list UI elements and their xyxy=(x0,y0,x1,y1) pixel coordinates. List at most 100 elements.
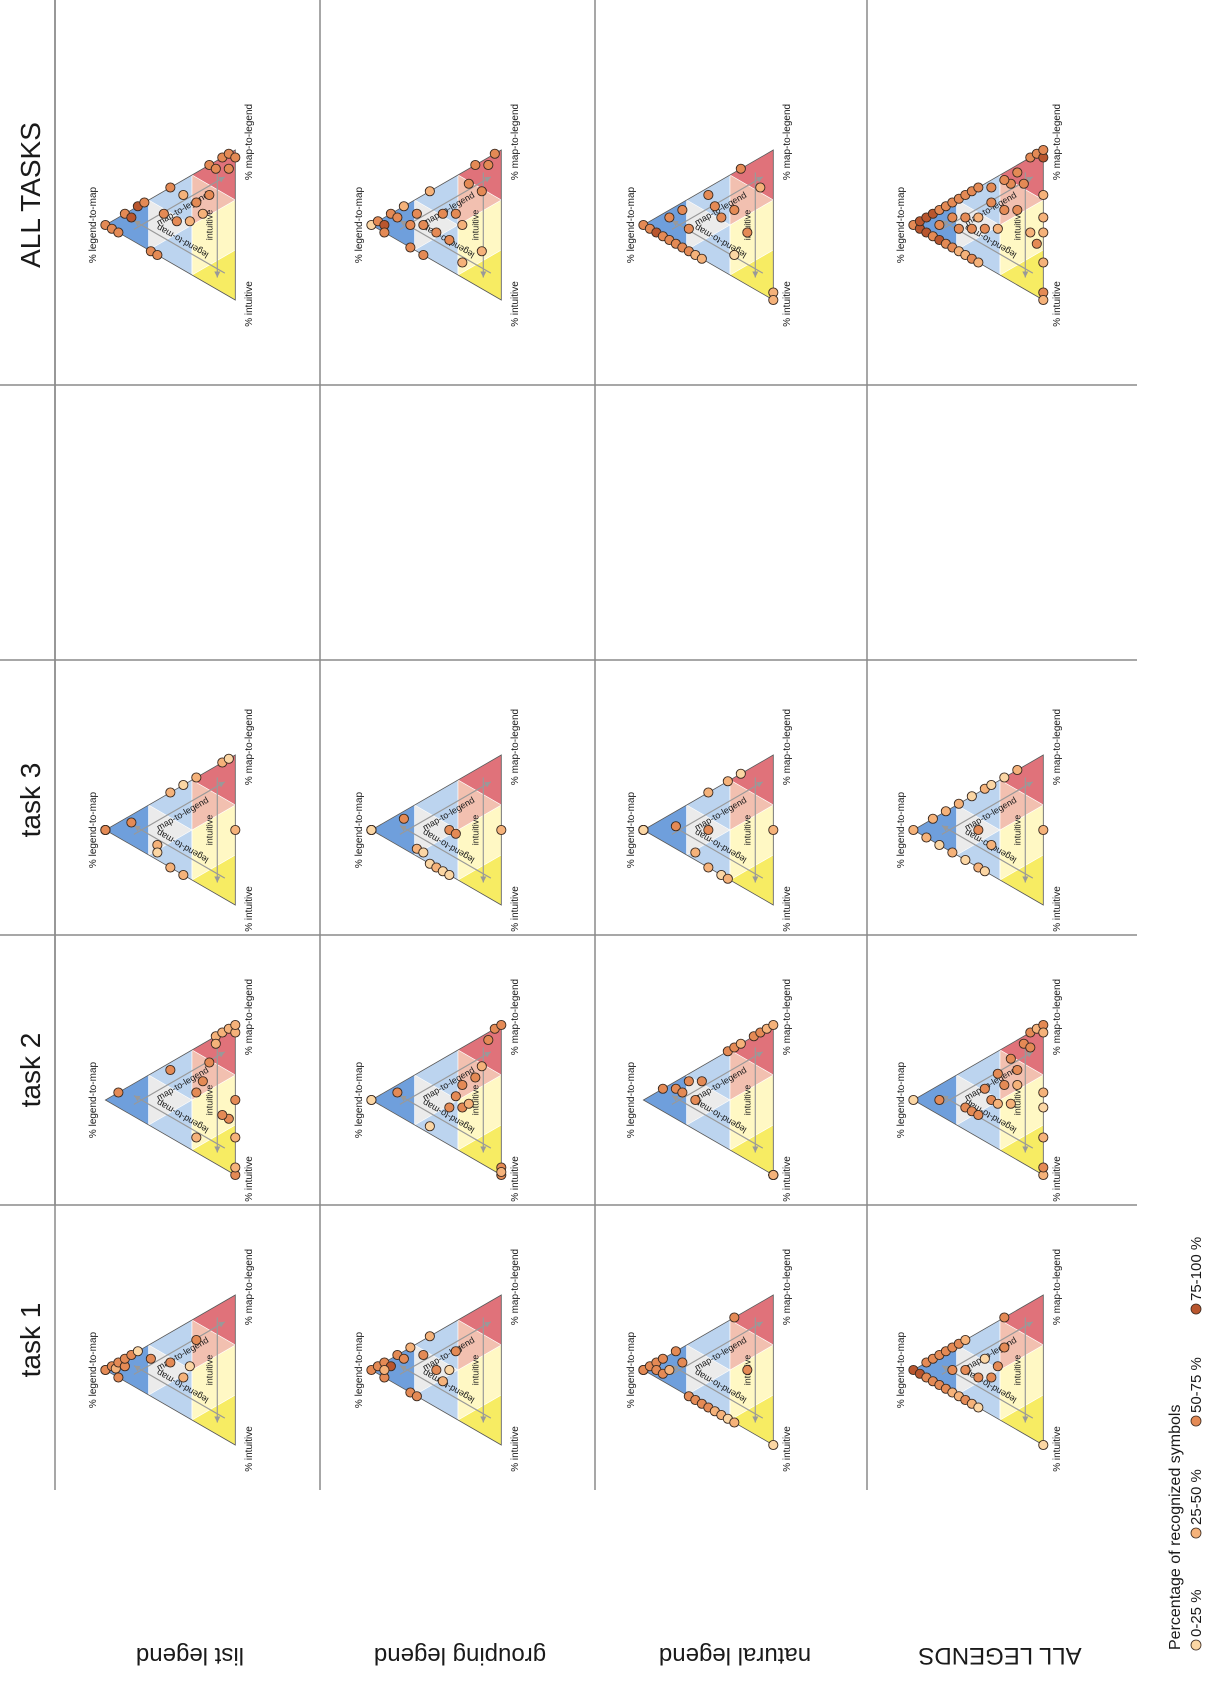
arrow-ltm-head xyxy=(399,1095,407,1102)
data-point-11 xyxy=(1005,1053,1016,1064)
data-point-22 xyxy=(986,1372,997,1383)
data-point-17 xyxy=(768,1169,779,1181)
data-point-11 xyxy=(230,1094,241,1106)
arrow-ltm-head xyxy=(941,1365,949,1372)
arrow-mtl-head xyxy=(218,176,225,183)
arrow-mtl-line xyxy=(941,1051,1034,1105)
legend-swatch-1 xyxy=(1190,1527,1202,1539)
side-label-int: intuitive xyxy=(743,1085,753,1116)
vertex-label-ltm: % legend-to-map xyxy=(626,791,637,868)
data-point-6 xyxy=(979,866,990,877)
data-point-16 xyxy=(768,824,779,836)
data-point-19 xyxy=(470,159,481,171)
arrow-int-head xyxy=(480,1416,487,1423)
data-point-4 xyxy=(973,1109,984,1121)
data-point-10 xyxy=(677,1357,688,1368)
data-point-20 xyxy=(1038,1087,1049,1098)
data-point-19 xyxy=(1038,1027,1049,1038)
vertex-label-ltm: % legend-to-map xyxy=(896,186,907,263)
arrow-ltm-head xyxy=(399,825,407,832)
region-mtl-mid xyxy=(191,1319,236,1371)
vertex-label-ltm: % legend-to-map xyxy=(896,791,907,868)
arrow-ltm-head xyxy=(941,1095,949,1102)
data-point-8 xyxy=(463,1098,474,1109)
arrow-ltm-line xyxy=(941,825,1034,879)
data-point-5 xyxy=(392,212,403,223)
data-point-41 xyxy=(1038,189,1049,201)
triangle-outline xyxy=(370,1294,502,1446)
data-point-38 xyxy=(986,182,997,193)
data-point-13 xyxy=(437,1376,448,1387)
headers: task 1 task 2 task 3 ALL TASKS list legend gr… xyxy=(15,122,1082,1669)
side-label-int: intuitive xyxy=(1013,210,1023,241)
vertex-label-ltm: % legend-to-map xyxy=(354,186,365,263)
data-point-13 xyxy=(191,1334,202,1346)
data-point-23 xyxy=(953,223,964,234)
data-point-9 xyxy=(178,869,189,881)
arrow-ltm-line xyxy=(399,1095,492,1149)
data-point-4 xyxy=(690,1094,701,1106)
arrow-mtl-head xyxy=(218,1051,225,1058)
data-point-5 xyxy=(366,824,377,836)
data-point-2 xyxy=(677,1087,688,1098)
data-point-42 xyxy=(1038,212,1049,223)
arrow-mtl-head xyxy=(756,1051,763,1058)
arrow-ltm-line xyxy=(671,1365,764,1419)
arrow-mtl-line xyxy=(671,1051,764,1105)
data-point-13 xyxy=(431,227,442,238)
data-point-7 xyxy=(927,813,938,824)
vertex-label-int: % intuitive xyxy=(782,1426,793,1472)
data-point-17 xyxy=(457,219,468,231)
data-point-6 xyxy=(457,1079,468,1091)
data-point-19 xyxy=(960,1364,971,1376)
vertex-label-ltm: % legend-to-map xyxy=(88,1331,99,1408)
data-point-44 xyxy=(1038,257,1049,268)
data-point-3 xyxy=(379,227,390,238)
data-point-33 xyxy=(1018,178,1029,189)
data-point-12 xyxy=(184,1361,195,1372)
data-point-5 xyxy=(126,817,137,828)
data-point-20 xyxy=(973,1372,984,1383)
region-center xyxy=(414,1074,459,1126)
arrow-mtl-head xyxy=(218,1321,225,1328)
data-point-13 xyxy=(230,1132,241,1143)
side-label-int: intuitive xyxy=(205,1355,215,1386)
row-header-1: grouping legend xyxy=(374,1642,546,1669)
data-point-21 xyxy=(1038,1102,1049,1113)
side-label-int: intuitive xyxy=(205,815,215,846)
data-point-6 xyxy=(398,1353,409,1364)
arrow-int-head xyxy=(480,271,487,278)
vertex-label-int: % intuitive xyxy=(510,886,521,932)
arrow-mtl-line xyxy=(399,1321,492,1375)
vertex-label-int: % intuitive xyxy=(1052,1426,1063,1472)
data-point-12 xyxy=(986,779,997,791)
data-point-10 xyxy=(418,1349,429,1361)
data-point-13 xyxy=(1012,1079,1023,1091)
data-point-14 xyxy=(1012,764,1023,776)
legend-label-2: 50-75 % xyxy=(1188,1357,1205,1413)
vertex-label-ltm: % legend-to-map xyxy=(354,1331,365,1408)
data-point-7 xyxy=(405,242,416,253)
arrow-int-head xyxy=(752,1146,759,1153)
data-point-16 xyxy=(1025,1042,1036,1053)
data-point-11 xyxy=(677,204,688,216)
data-point-21 xyxy=(230,152,241,163)
vertex-label-mtl: % map-to-legend xyxy=(510,104,521,180)
data-point-29 xyxy=(992,223,1003,234)
data-point-6 xyxy=(398,813,409,824)
data-point-10 xyxy=(418,249,429,261)
arrow-mtl-line xyxy=(133,1321,226,1375)
data-point-3 xyxy=(683,1076,694,1087)
triangle-outline xyxy=(642,149,774,301)
vertex-label-mtl: % map-to-legend xyxy=(244,709,255,785)
data-point-10 xyxy=(476,1061,487,1072)
vertex-label-int: % intuitive xyxy=(510,1426,521,1472)
arrow-int-head xyxy=(752,271,759,278)
